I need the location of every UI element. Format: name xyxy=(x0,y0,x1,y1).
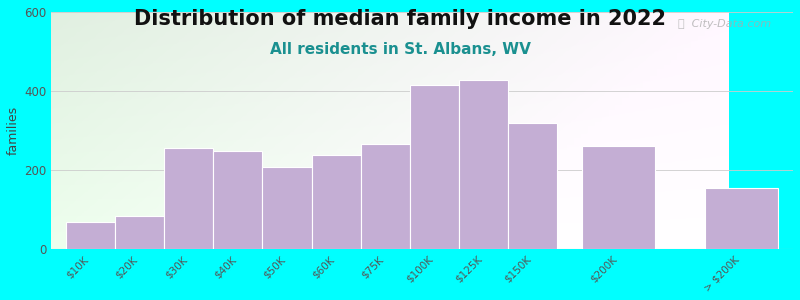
Text: All residents in St. Albans, WV: All residents in St. Albans, WV xyxy=(270,42,530,57)
Bar xyxy=(508,123,558,249)
Bar xyxy=(582,146,655,249)
Bar xyxy=(361,145,410,249)
Text: Distribution of median family income in 2022: Distribution of median family income in … xyxy=(134,9,666,29)
Bar xyxy=(214,151,262,249)
Bar xyxy=(459,80,508,249)
Y-axis label: families: families xyxy=(7,106,20,155)
Bar xyxy=(312,155,361,249)
Text: ⓘ  City-Data.com: ⓘ City-Data.com xyxy=(678,19,771,29)
Bar xyxy=(66,222,115,249)
Bar xyxy=(115,216,164,249)
Bar xyxy=(705,188,778,249)
Bar xyxy=(410,85,459,249)
Bar xyxy=(262,167,312,249)
Bar xyxy=(164,148,214,249)
